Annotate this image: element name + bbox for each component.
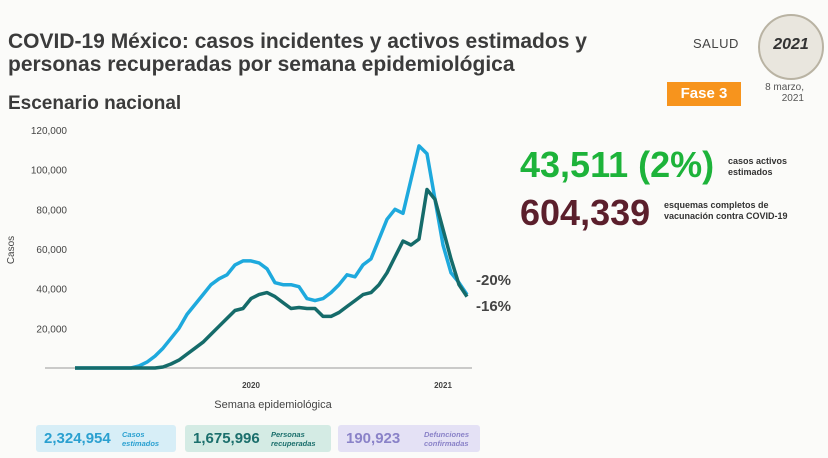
logo: SALUD xyxy=(693,36,739,51)
line-annotation: -16% xyxy=(476,298,511,315)
title: COVID-19 México: casos incidentes y acti… xyxy=(8,30,587,76)
subtitle: Escenario nacional xyxy=(8,93,182,114)
summary-value: 1,675,996 xyxy=(193,430,260,447)
chart: 20,000 40,000 60,000 80,000 100,000 120,000 20… xyxy=(6,126,511,411)
y-tick-label: 80,000 xyxy=(36,205,67,216)
series-line xyxy=(75,187,469,370)
badge: 2021 xyxy=(758,14,824,80)
summary-box: 1,675,996 Personas recuperadas xyxy=(185,425,331,452)
y-tick-label: 60,000 xyxy=(36,245,67,256)
y-tick-label: 40,000 xyxy=(36,285,67,296)
summary-box: 190,923 Defunciones confirmadas xyxy=(338,425,480,452)
y-tick-label: 120,000 xyxy=(31,126,68,137)
date: 8 marzo, 2021 xyxy=(765,82,804,104)
summary-value: 190,923 xyxy=(346,430,401,447)
summary-label: Casos estimados xyxy=(122,430,160,448)
series-line xyxy=(75,144,469,370)
y-axis-label: Casos xyxy=(6,236,17,264)
stat-label: casos activos estimados xyxy=(728,156,788,177)
stat-value: 43,511 (2%) xyxy=(520,144,715,185)
x-tick-label: 2020 xyxy=(242,381,260,390)
x-tick-label: 2021 xyxy=(434,381,452,390)
summary-value: 2,324,954 xyxy=(44,430,111,447)
summary-label: Personas recuperadas xyxy=(271,430,316,448)
line-annotation: -20% xyxy=(476,272,511,289)
stat-label: esquemas completos de vacunación contra … xyxy=(664,200,788,221)
phase: Fase 3 xyxy=(667,82,741,106)
y-tick-label: 100,000 xyxy=(31,166,68,177)
x-axis-label: Semana epidemiológica xyxy=(214,399,332,411)
summary-label: Defunciones confirmadas xyxy=(424,430,470,448)
badge-text: 2021 xyxy=(773,36,809,53)
stat-value: 604,339 xyxy=(520,192,651,233)
y-tick-label: 20,000 xyxy=(36,324,67,335)
summary-box: 2,324,954 Casos estimados xyxy=(36,425,176,452)
